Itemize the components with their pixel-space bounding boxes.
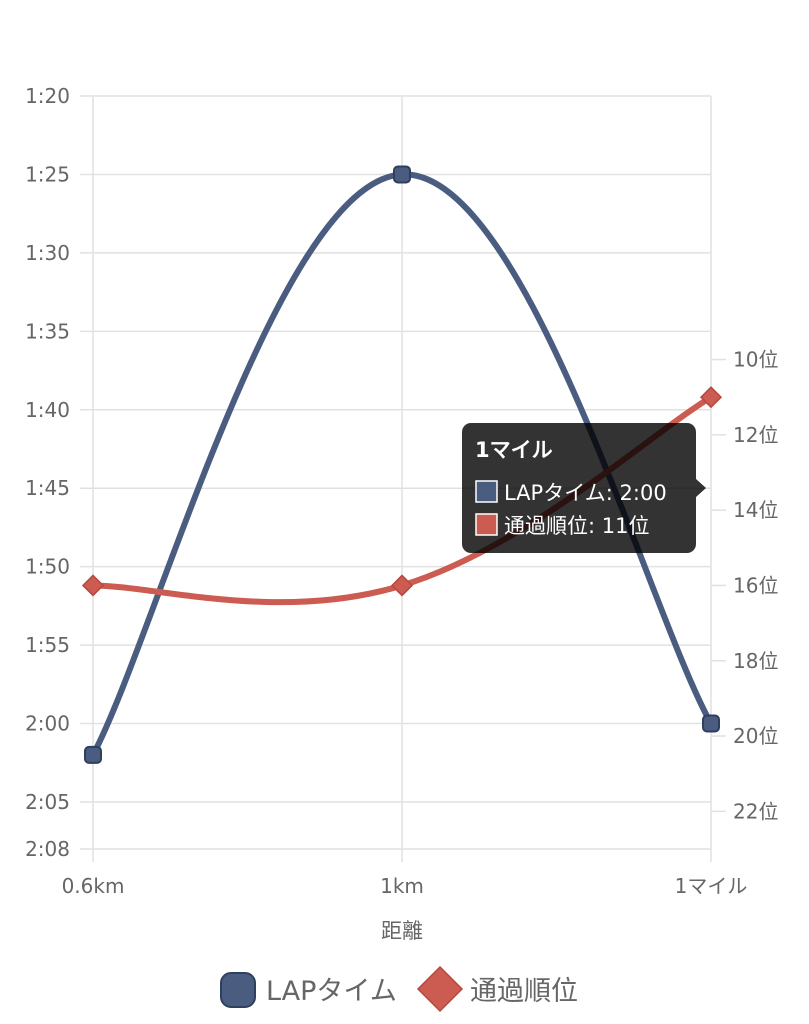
y-left-tick-label: 1:50 bbox=[25, 555, 70, 579]
tooltip-box bbox=[462, 423, 696, 553]
tooltip: 1マイル LAPタイム: 2:00 通過順位: 11位 bbox=[462, 423, 706, 553]
legend-swatch-diamond bbox=[416, 965, 464, 1013]
tooltip-swatch bbox=[475, 480, 498, 503]
y-left-tick-label: 1:40 bbox=[25, 398, 70, 422]
legend-label: LAPタイム bbox=[266, 976, 397, 1007]
y-left-tick-label: 2:00 bbox=[25, 712, 70, 736]
y-right-tick-label: 16位 bbox=[733, 573, 778, 597]
x-tick-label: 0.6km bbox=[62, 874, 125, 898]
y-right-tick-label: 22位 bbox=[733, 799, 778, 823]
y-right-tick-label: 20位 bbox=[733, 724, 778, 748]
y-right-tick-label: 18位 bbox=[733, 649, 778, 673]
legend-label: 通過順位 bbox=[470, 976, 578, 1007]
y-right-tick-label: 14位 bbox=[733, 498, 778, 522]
y-right-tick-label: 12位 bbox=[733, 423, 778, 447]
tooltip-caret bbox=[696, 479, 706, 497]
tooltip-line: 通過順位: 11位 bbox=[504, 514, 649, 538]
legend-item-passing-rank[interactable]: 通過順位 bbox=[416, 965, 578, 1013]
y-left-tick-label: 1:55 bbox=[25, 633, 70, 657]
grid-lines bbox=[80, 95, 726, 862]
data-point-diamond[interactable] bbox=[390, 574, 414, 597]
data-point-square[interactable] bbox=[84, 745, 102, 764]
tooltip-swatch bbox=[475, 513, 498, 536]
x-axis-title: 距離 bbox=[381, 919, 423, 943]
data-point-diamond[interactable] bbox=[699, 386, 723, 409]
y-left-tick-label: 1:25 bbox=[25, 162, 70, 186]
data-point-diamond[interactable] bbox=[81, 574, 105, 597]
data-point-square[interactable] bbox=[702, 714, 720, 733]
tooltip-title: 1マイル bbox=[475, 438, 553, 462]
y-left-tick-label: 2:08 bbox=[25, 837, 70, 861]
data-point-square[interactable] bbox=[393, 165, 411, 184]
legend-swatch-square bbox=[220, 972, 256, 1008]
x-tick-label: 1マイル bbox=[675, 874, 748, 898]
y-right-tick-label: 10位 bbox=[733, 348, 778, 372]
y-left-tick-label: 2:05 bbox=[25, 790, 70, 814]
x-tick-label: 1km bbox=[380, 874, 424, 898]
tooltip-line: LAPタイム: 2:00 bbox=[504, 481, 667, 505]
y-left-tick-label: 1:35 bbox=[25, 319, 70, 343]
legend-item-lap-time[interactable]: LAPタイム bbox=[220, 972, 397, 1008]
y-left-tick-label: 1:20 bbox=[25, 84, 70, 108]
legend[interactable]: LAPタイム 通過順位 bbox=[220, 965, 578, 1013]
y-left-tick-label: 1:30 bbox=[25, 241, 70, 265]
y-left-tick-label: 1:45 bbox=[25, 476, 70, 500]
axes: 1:20 1:25 1:30 1:35 1:40 1:45 1:50 1:55 2:00 2:05… bbox=[25, 84, 778, 943]
